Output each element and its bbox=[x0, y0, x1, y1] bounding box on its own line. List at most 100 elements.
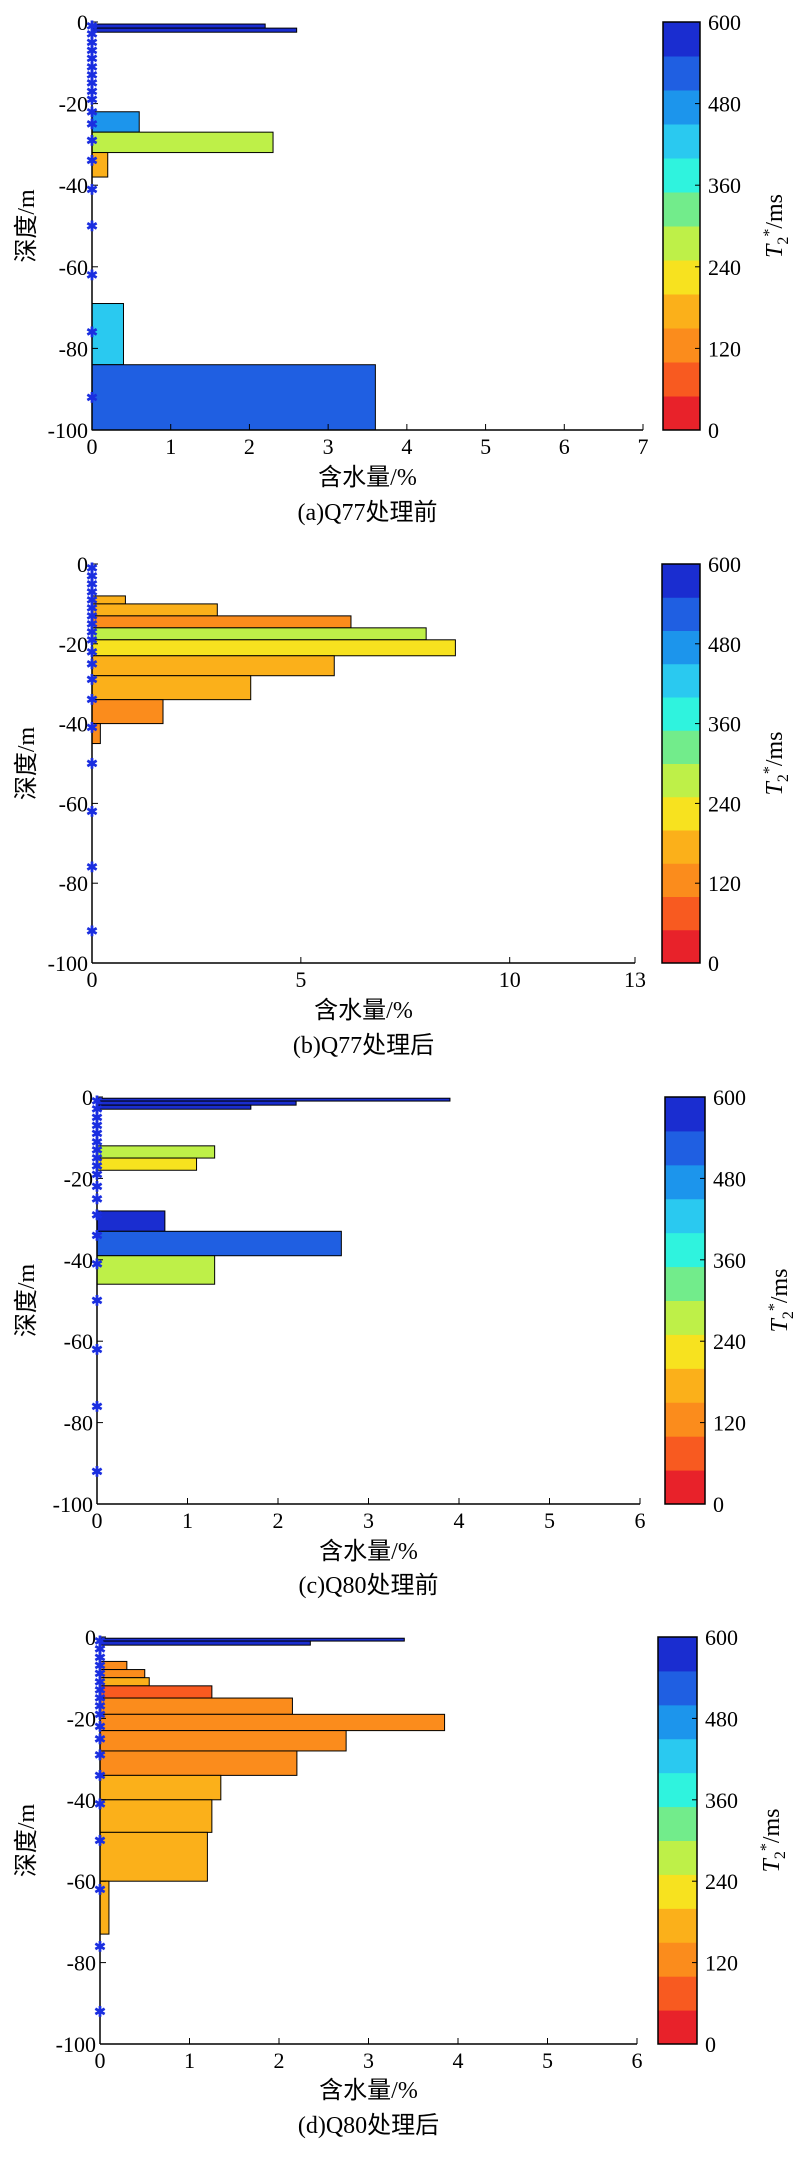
y-tick-label: 0 bbox=[82, 1085, 93, 1110]
colorbar-segment bbox=[663, 158, 700, 193]
depth-marker: ✱ bbox=[86, 20, 98, 35]
y-tick-label: -20 bbox=[59, 632, 88, 657]
colorbar-segment bbox=[663, 396, 700, 431]
x-axis-label: 含水量/% bbox=[319, 1538, 418, 1565]
bar-5 bbox=[91, 655, 335, 677]
depth-marker: ✱ bbox=[94, 1692, 106, 1707]
depth-marker: ✱ bbox=[86, 602, 98, 617]
y-tick-label: 0 bbox=[77, 552, 88, 577]
colorbar-tick-label: 600 bbox=[713, 1085, 746, 1110]
colorbar-segment bbox=[665, 1164, 705, 1200]
y-tick-label: -20 bbox=[67, 1706, 96, 1731]
colorbar-tick-label: 600 bbox=[708, 10, 741, 35]
colorbar-segment bbox=[665, 1266, 705, 1301]
colorbar-segment bbox=[658, 1704, 697, 1740]
y-tick-label: -100 bbox=[48, 951, 88, 976]
colorbar-segment bbox=[662, 929, 700, 964]
colorbar-segment bbox=[663, 362, 700, 397]
colorbar-label-part: /ms bbox=[767, 1268, 793, 1303]
colorbar-segment bbox=[665, 1334, 705, 1369]
depth-marker: ✱ bbox=[94, 1651, 106, 1666]
x-tick-label: 0 bbox=[95, 2048, 106, 2073]
colorbar-frame bbox=[661, 563, 701, 964]
colorbar-tick-label: 360 bbox=[708, 712, 741, 737]
y-tick-label: -80 bbox=[59, 871, 88, 896]
colorbar-tick-label: 600 bbox=[708, 552, 741, 577]
colorbar-segment bbox=[658, 1942, 697, 1977]
depth-marker: ✱ bbox=[86, 658, 98, 673]
colorbar-segment bbox=[665, 1097, 705, 1132]
x-tick-label: 0 bbox=[92, 1508, 103, 1533]
panel-1: 0 5 10 130-20-40-60-80-100✱✱✱✱✱✱✱✱✱✱✱✱✱✱✱✱✱… bbox=[13, 552, 792, 1059]
bar-7 bbox=[96, 1255, 216, 1285]
colorbar-segment bbox=[663, 226, 700, 261]
depth-marker: ✱ bbox=[86, 94, 98, 109]
bar-2 bbox=[96, 1104, 252, 1110]
depth-marker: ✱ bbox=[91, 1343, 103, 1358]
x-tick-label: 5 bbox=[542, 2048, 553, 2073]
depth-marker: ✱ bbox=[86, 722, 98, 737]
colorbar-tick-label: 360 bbox=[705, 1788, 738, 1813]
colorbar-segment bbox=[658, 1840, 697, 1875]
colorbar-segment bbox=[662, 597, 700, 631]
colorbar-segment bbox=[663, 328, 700, 363]
y-tick-label: -80 bbox=[67, 1951, 96, 1976]
y-tick-label: -40 bbox=[64, 1248, 93, 1273]
depth-marker: ✱ bbox=[86, 570, 98, 585]
colorbar-label-part: * bbox=[758, 1843, 775, 1851]
colorbar-segment bbox=[658, 1738, 697, 1774]
depth-marker: ✱ bbox=[91, 1103, 103, 1118]
depth-marker: ✱ bbox=[94, 1635, 106, 1650]
x-tick-label: 2 bbox=[274, 2048, 285, 2073]
depth-marker: ✱ bbox=[86, 562, 98, 577]
depth-marker: ✱ bbox=[86, 134, 98, 149]
depth-marker: ✱ bbox=[94, 1798, 106, 1813]
colorbar-tick-label: 0 bbox=[708, 418, 719, 443]
depth-marker: ✱ bbox=[86, 53, 98, 68]
colorbar-segment bbox=[658, 2010, 697, 2045]
bar-4 bbox=[96, 1157, 198, 1171]
depth-marker: ✱ bbox=[94, 2005, 106, 2020]
colorbar-segment bbox=[658, 1670, 697, 1706]
depth-marker: ✱ bbox=[86, 36, 98, 51]
bar-9 bbox=[99, 1750, 298, 1776]
depth-marker: ✱ bbox=[94, 1769, 106, 1784]
depth-marker: ✱ bbox=[91, 1465, 103, 1480]
depth-marker: ✱ bbox=[86, 220, 98, 235]
bar-5 bbox=[91, 303, 124, 366]
bar-3 bbox=[99, 1669, 146, 1679]
colorbar-segment bbox=[663, 90, 700, 125]
depth-marker: ✱ bbox=[86, 155, 98, 170]
colorbar-tick-label: 480 bbox=[705, 1706, 738, 1731]
depth-marker: ✱ bbox=[91, 1119, 103, 1134]
bar-3 bbox=[96, 1145, 216, 1159]
x-axis-label: 含水量/% bbox=[314, 997, 413, 1024]
colorbar-segment bbox=[663, 192, 700, 227]
depth-marker: ✱ bbox=[94, 1643, 106, 1658]
depth-marker: ✱ bbox=[94, 1700, 106, 1715]
x-tick-label: 2 bbox=[244, 434, 255, 459]
colorbar-label-part: T bbox=[759, 1858, 785, 1873]
depth-marker: ✱ bbox=[86, 758, 98, 773]
panel-3: 0 1 2 3 4 5 60-20-40-60-80-100✱✱✱✱✱✱✱✱✱✱✱✱✱✱✱✱… bbox=[13, 1625, 789, 2139]
colorbar-label: T2*/ms bbox=[761, 194, 792, 258]
bar-1 bbox=[91, 603, 218, 617]
colorbar-label-part: * bbox=[761, 766, 778, 774]
colorbar-tick-label: 240 bbox=[713, 1329, 746, 1354]
bar-1 bbox=[91, 27, 298, 33]
y-axis-label: 深度/m bbox=[13, 727, 40, 801]
colorbar-segment bbox=[658, 1806, 697, 1841]
depth-marker: ✱ bbox=[91, 1144, 103, 1159]
x-tick-label: 5 bbox=[480, 434, 491, 459]
depth-marker: ✱ bbox=[94, 1668, 106, 1683]
depth-marker: ✱ bbox=[94, 1708, 106, 1723]
colorbar-label-part: 2 bbox=[775, 774, 792, 782]
colorbar-label-part: T bbox=[762, 781, 788, 796]
bar-6 bbox=[96, 1230, 342, 1257]
colorbar-segment bbox=[663, 260, 700, 295]
y-tick-label: -100 bbox=[48, 418, 88, 443]
colorbar-tick-label: 0 bbox=[708, 951, 719, 976]
colorbar-label: T2*/ms bbox=[766, 1268, 797, 1332]
